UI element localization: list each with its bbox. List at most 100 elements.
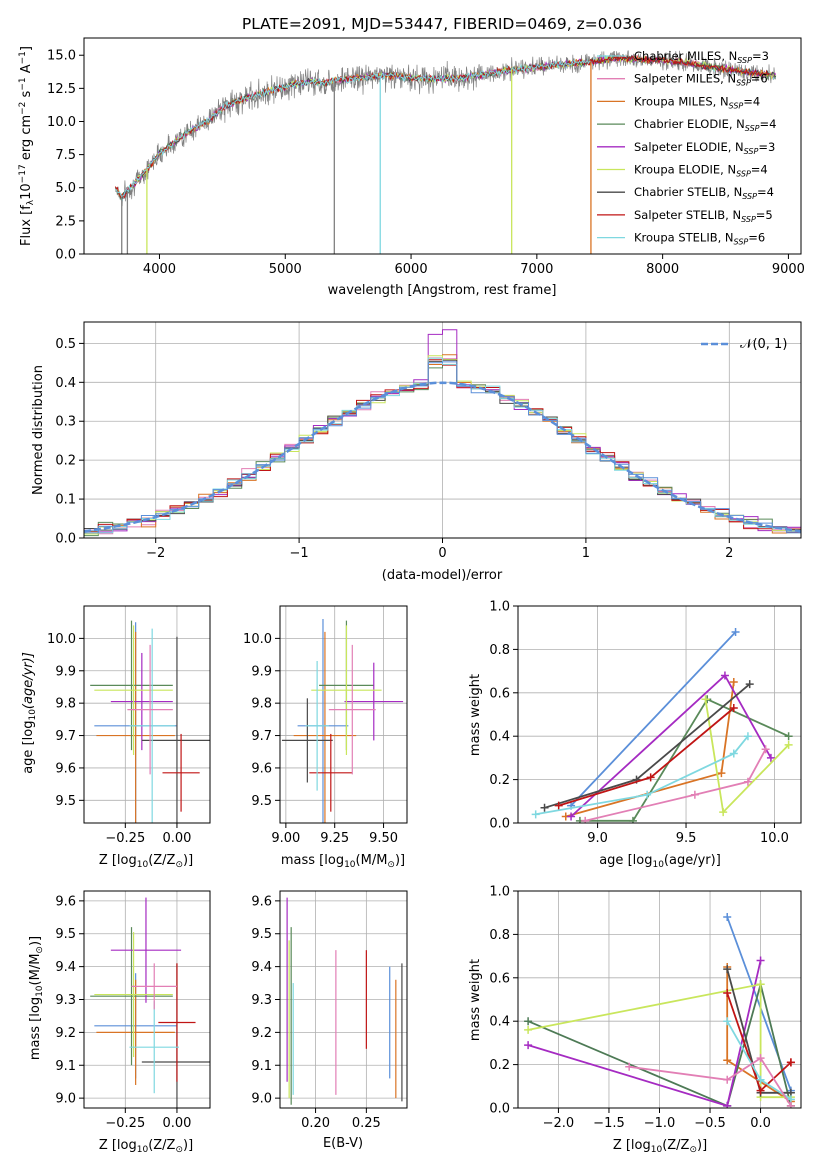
errorbar-point	[309, 733, 353, 812]
x-tick-label: 9.50	[369, 831, 398, 846]
y-tick-label: 9.8	[251, 697, 272, 712]
y-tick-label: 9.5	[251, 794, 272, 809]
series-point	[531, 810, 540, 819]
spectrum-frame	[83, 37, 802, 255]
y-tick-label: 0.8	[489, 643, 510, 658]
series-point	[756, 1086, 765, 1095]
weight-series	[531, 732, 752, 819]
y-tick-label: 1.0	[489, 885, 510, 900]
y-tick-label: 0.2	[55, 454, 76, 469]
series-line	[584, 748, 767, 822]
x-tick-label: 9.0	[587, 831, 608, 846]
series-point	[784, 740, 793, 749]
age-vs-Z-y-label: age [log10(age/yr)]	[21, 652, 38, 774]
spectrum-data-line	[115, 50, 777, 207]
series-line	[527, 980, 792, 1108]
errorbar-point	[110, 897, 182, 1003]
weight-vs-age-y-label: mass weight	[468, 674, 483, 756]
series-point	[784, 732, 793, 741]
series-point	[701, 695, 710, 704]
panel-frame	[279, 605, 408, 824]
spectrum-legend: Chabrier MILES, NSSP=3 Salpeter MILES, NS…	[597, 49, 776, 247]
weight-series	[701, 695, 793, 817]
weight-series	[723, 913, 795, 1095]
weight-series	[554, 703, 738, 810]
errorbar-point	[293, 631, 357, 823]
errorbar-point	[96, 631, 175, 823]
mass-vs-ebv-x-label: E(B-V)	[323, 1136, 363, 1151]
series-line	[527, 983, 791, 1099]
series-point	[628, 816, 637, 823]
x-tick-label: 2	[725, 546, 733, 561]
spectrum-panel: PLATE=2091, MJD=53447, FIBERID=0469, z=0…	[18, 15, 805, 298]
mass-vs-Z-panel: −0.25 0.00 9.0 9.1 9.2 9.3 9.4 9.5 9.6	[55, 890, 211, 1131]
y-tick-label: 0.3	[55, 415, 76, 430]
y-tick-label: 0.5	[55, 337, 76, 352]
weight-series	[540, 680, 754, 812]
spectrum-title: PLATE=2091, MJD=53447, FIBERID=0469, z=0…	[242, 15, 642, 33]
y-tick-label: 9.6	[55, 894, 76, 909]
series-point	[756, 956, 765, 965]
series-point	[524, 1041, 533, 1050]
x-tick-label: 0.20	[301, 1116, 330, 1131]
x-tick-label: 10.0	[760, 831, 789, 846]
y-tick-label: 9.6	[55, 761, 76, 776]
x-tick-label: 9.25	[320, 831, 349, 846]
x-tick-label: 1	[582, 546, 590, 561]
series-point	[723, 965, 732, 974]
y-tick-label: 9.2	[55, 1026, 76, 1041]
x-tick-label: −1	[290, 546, 309, 561]
y-tick-label: 0.2	[489, 773, 510, 788]
panel-marks	[286, 897, 403, 1105]
series-line	[527, 960, 762, 1107]
age-vs-Z-panel: −0.25 0.00 9.5 9.6 9.7 9.8 9.9 10.0	[47, 605, 211, 846]
errorbar-point	[96, 979, 175, 1085]
series-point	[567, 812, 576, 821]
series-point	[723, 988, 732, 997]
weight-vs-Z-y-label: mass weight	[468, 959, 483, 1041]
residuals-x-label: (data-model)/error	[382, 568, 503, 583]
y-tick-label: 0.6	[489, 686, 510, 701]
mass-vs-Z-x-label: Z [log10(Z/Z⊙)]	[99, 1138, 193, 1155]
errorbar-point	[311, 625, 382, 755]
x-tick-label: 0.0	[750, 1116, 771, 1131]
y-tick-label: 9.2	[251, 1026, 272, 1041]
y-tick-label: 0.6	[489, 971, 510, 986]
y-tick-label: 7.5	[55, 148, 76, 163]
y-tick-label: 10.0	[243, 632, 272, 647]
mass-vs-ebv-panel: 0.20 0.25 9.0 9.1 9.2 9.3 9.4 9.5 9.6	[251, 890, 408, 1131]
errorbar-point	[281, 698, 333, 783]
y-tick-label: 9.6	[251, 894, 272, 909]
y-tick-label: 1.0	[489, 600, 510, 615]
legend-label: Chabrier MILES, NSSP=3	[634, 49, 769, 65]
legend-label: Kroupa MILES, NSSP=4	[634, 94, 760, 110]
legend-label: Salpeter STELIB, NSSP=5	[634, 208, 773, 224]
y-tick-label: 12.5	[47, 82, 76, 97]
x-tick-label: −1.5	[593, 1116, 625, 1131]
residuals-panel: −2 −1 0 1 2 0.0 0.1 0.2 0.3 0.4 0.5 (data-model)/…	[31, 321, 802, 583]
weight-series	[567, 671, 775, 821]
y-tick-label: 0.0	[489, 1102, 510, 1117]
legend-label: Salpeter ELODIE, NSSP=3	[634, 140, 775, 156]
y-tick-label: 5.0	[55, 181, 76, 196]
panel-marks	[281, 618, 404, 823]
residuals-legend: 𝒩(0, 1)	[701, 337, 787, 352]
panel-marks	[90, 897, 210, 1108]
legend-label: Chabrier STELIB, NSSP=4	[634, 185, 774, 201]
x-tick-label: −0.25	[105, 1116, 145, 1131]
series-point	[717, 769, 726, 778]
x-tick-label: −2.0	[543, 1116, 575, 1131]
y-tick-label: 9.0	[55, 1092, 76, 1107]
errorbar-point	[131, 963, 177, 1010]
y-tick-label: 9.5	[55, 927, 76, 942]
y-tick-label: 9.9	[251, 664, 272, 679]
series-point	[719, 808, 728, 817]
series-point	[524, 1025, 533, 1034]
series-point	[756, 1054, 765, 1063]
series-point	[731, 628, 740, 637]
legend-label: Chabrier ELODIE, NSSP=4	[634, 117, 776, 133]
residuals-marks	[83, 329, 802, 538]
series-point	[643, 790, 652, 799]
x-tick-label: −0.5	[694, 1116, 726, 1131]
series-point	[540, 803, 549, 812]
